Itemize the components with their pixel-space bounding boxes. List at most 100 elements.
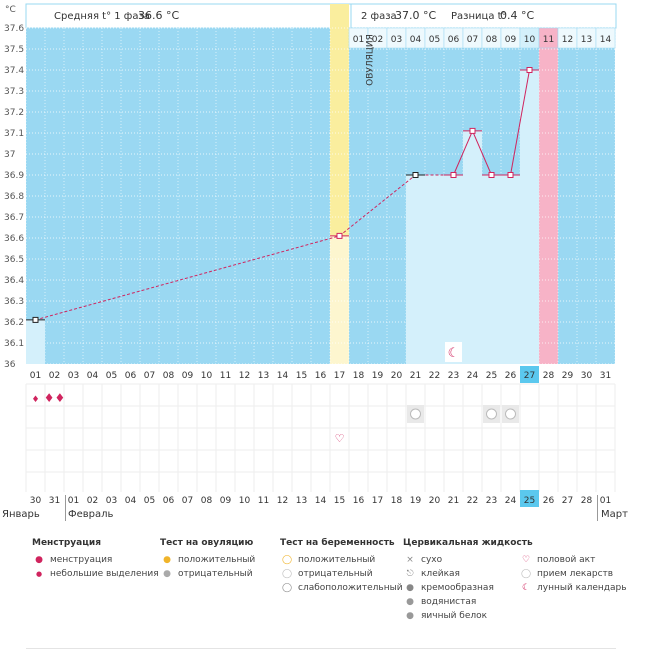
month-january: Январь xyxy=(2,509,40,520)
temp-point xyxy=(450,172,457,178)
pill-icon xyxy=(486,408,497,420)
cycle-day-number: 30 xyxy=(581,371,593,381)
y-tick-label: 36.9 xyxy=(4,171,24,181)
phase1-label: Средняя t° 1 фаза xyxy=(54,11,150,22)
temp-point xyxy=(507,172,514,178)
calendar-date: 12 xyxy=(277,496,288,506)
cycle-day-number: 10 xyxy=(201,371,213,381)
cycle-day-number: 14 xyxy=(277,371,289,381)
calendar-date: 20 xyxy=(429,496,441,506)
y-tick-label: 37.4 xyxy=(4,66,24,76)
cycle-day-number: 22 xyxy=(429,371,440,381)
cycle-day-number: 15 xyxy=(296,371,307,381)
legend-cervical: Цервикальная жидкость × сухо ⎋ клейкая ● кр… xyxy=(403,538,533,623)
legend-item: ● менструация xyxy=(32,553,159,567)
y-tick-label: 36.6 xyxy=(4,234,24,244)
legend-item: ● отрицательный xyxy=(160,567,255,581)
phase2-day-number: 02 xyxy=(372,35,383,45)
sun-positive-icon: ● xyxy=(163,555,171,565)
legend-item: × сухо xyxy=(403,553,533,567)
calendar-date: 13 xyxy=(296,496,307,506)
heart-icon: ♡ xyxy=(521,555,531,565)
cycle-day-number: 31 xyxy=(600,371,611,381)
cycle-day-number: 24 xyxy=(467,371,479,381)
y-tick-label: 36.1 xyxy=(4,339,24,349)
calendar-date: 07 xyxy=(182,496,193,506)
calendar-date: 02 xyxy=(87,496,98,506)
legend-menstruation: Менструация ● менструация ● небольшие выде… xyxy=(32,538,159,581)
phase2-day-number: 12 xyxy=(562,35,573,45)
legend-menstruation-title: Менструация xyxy=(32,538,101,548)
legend-item: ● кремообразная xyxy=(403,581,533,595)
temp-line-segment xyxy=(35,235,340,321)
cycle-day-number: 13 xyxy=(258,371,269,381)
cycle-day-number: 29 xyxy=(562,371,574,381)
cycle-day-number: 17 xyxy=(334,371,345,381)
y-tick-label: 37 xyxy=(4,150,15,160)
phase2-header-box xyxy=(350,3,617,29)
legend-item: ☾ лунный календарь xyxy=(519,581,627,595)
diff-value: 0.4 °C xyxy=(500,9,534,22)
test-weak-icon: ◯ xyxy=(281,583,293,593)
calendar-date: 03 xyxy=(106,496,117,506)
creamy-icon: ● xyxy=(406,583,414,593)
calendar-date: 17 xyxy=(372,496,383,506)
cycle-day-number: 06 xyxy=(125,371,137,381)
phase2-day-number: 07 xyxy=(467,35,478,45)
calendar-date: 30 xyxy=(30,496,42,506)
cycle-day-number: 20 xyxy=(391,371,403,381)
y-tick-label: 36.5 xyxy=(4,255,24,265)
phase2-day-number: 01 xyxy=(353,35,364,45)
sticky-icon: ⎋ xyxy=(406,569,414,579)
calendar-date: 18 xyxy=(391,496,403,506)
cycle-day-number: 05 xyxy=(106,371,117,381)
y-tick-label: 37.5 xyxy=(4,45,24,55)
cycle-day-number: 09 xyxy=(182,371,194,381)
y-tick-label: 37.1 xyxy=(4,129,24,139)
legend-item: ● положительный xyxy=(160,553,255,567)
phase1-header-box xyxy=(25,3,333,29)
legend-item: ● яичный белок xyxy=(403,609,533,623)
temp-bar xyxy=(425,175,444,364)
cycle-day-number: 27 xyxy=(524,371,535,381)
calendar-date: 01 xyxy=(68,496,79,506)
legend-item: ◯ отрицательный xyxy=(281,569,373,579)
small-drop-icon: ● xyxy=(35,570,43,578)
legend-ovulation-test: Тест на овуляцию ● положительный ● отрицат… xyxy=(160,538,255,581)
cycle-day-number: 16 xyxy=(315,371,327,381)
test-positive-icon: ◯ xyxy=(281,555,293,565)
cycle-day-number: 03 xyxy=(68,371,79,381)
cycle-day-number: 08 xyxy=(163,371,175,381)
heart-icon: ♡ xyxy=(335,432,345,445)
dry-icon: × xyxy=(406,555,414,565)
ovulation-column-lower xyxy=(330,235,349,364)
calendar-date: 16 xyxy=(353,496,365,506)
cycle-day-number: 04 xyxy=(87,371,99,381)
temp-bar xyxy=(26,319,45,364)
phase2-day-number: 08 xyxy=(486,35,498,45)
legend-cervical-title: Цервикальная жидкость xyxy=(403,538,533,548)
temp-line-segment xyxy=(510,69,530,176)
drop-icon: ♦ xyxy=(31,395,39,405)
unit-label: °C xyxy=(5,5,16,15)
temp-point xyxy=(32,316,39,323)
y-tick-label: 37.6 xyxy=(4,24,24,34)
phase2-day-cell xyxy=(595,27,616,49)
temp-point xyxy=(526,67,533,73)
calendar-date: 19 xyxy=(410,496,422,506)
phase1-value: 36.6 °C xyxy=(138,9,179,22)
month-march: Март xyxy=(601,509,628,520)
y-tick-label: 36.4 xyxy=(4,276,24,286)
phase2-label: 2 фаза xyxy=(361,11,397,22)
calendar-date: 21 xyxy=(448,496,459,506)
calendar-date: 23 xyxy=(486,496,497,506)
moon-icon: ☾ xyxy=(521,583,531,593)
moon-cell xyxy=(445,342,462,362)
y-tick-label: 37.2 xyxy=(4,108,24,118)
cycle-day-number: 07 xyxy=(144,371,155,381)
legend-ovulation-title: Тест на овуляцию xyxy=(160,538,254,548)
today-cell xyxy=(520,366,539,383)
temp-bar xyxy=(406,175,425,364)
calendar-date: 15 xyxy=(334,496,345,506)
month-divider-feb xyxy=(65,495,66,521)
